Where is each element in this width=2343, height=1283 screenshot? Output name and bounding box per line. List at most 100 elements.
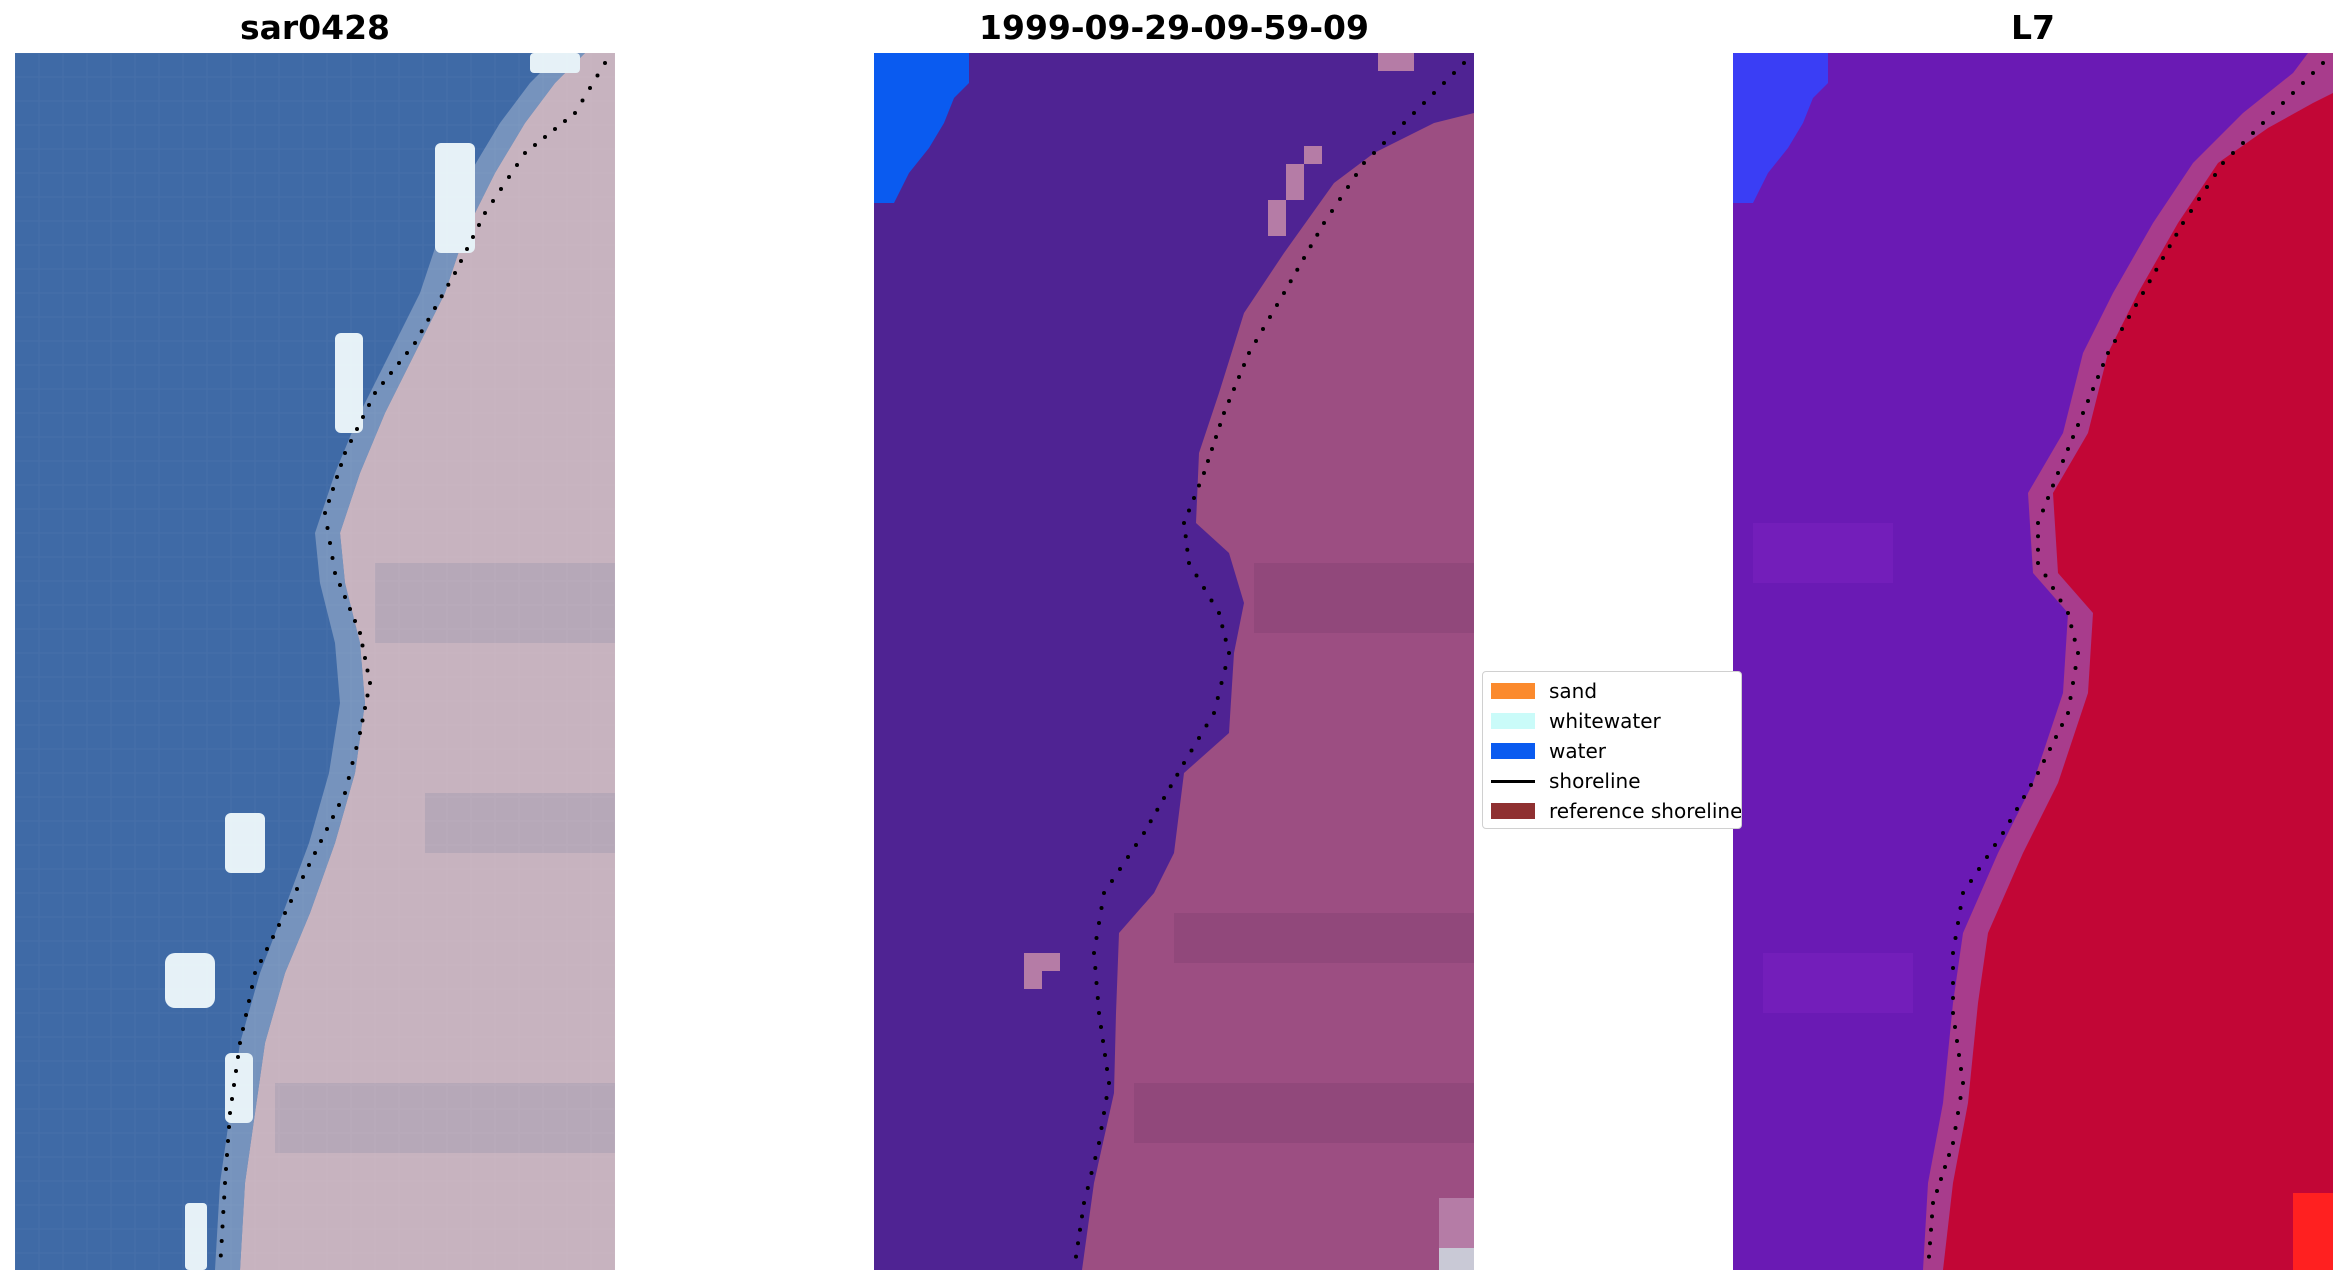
shoreline-dot xyxy=(1183,534,1188,539)
shoreline-dot xyxy=(1322,221,1326,225)
shoreline-dot xyxy=(381,381,385,385)
shoreline-dot xyxy=(1302,256,1306,260)
shoreline-dot xyxy=(1288,279,1293,284)
shoreline-dot xyxy=(1085,1186,1090,1190)
shoreline-dot xyxy=(2015,807,2019,811)
shoreline-dot xyxy=(218,1253,223,1258)
shoreline-dot xyxy=(2073,666,2078,670)
shoreline-dot xyxy=(348,607,352,611)
shoreline-dot xyxy=(1118,867,1122,871)
shoreline-dot xyxy=(2072,637,2077,642)
shoreline-dot xyxy=(1227,651,1231,655)
panel-title-classified: 1999-09-29-09-59-09 xyxy=(979,8,1369,47)
shoreline-dot xyxy=(1958,1096,1963,1100)
shoreline-dot xyxy=(1956,1111,1960,1115)
shoreline-dot xyxy=(2113,339,2117,343)
shoreline-dot xyxy=(2106,351,2110,355)
shoreline-dot xyxy=(358,731,362,735)
shoreline-dot xyxy=(1202,586,1206,590)
shoreline-dot xyxy=(244,1013,248,1017)
shoreline-dot xyxy=(1977,867,1981,871)
shoreline-dot xyxy=(405,351,409,355)
shoreline-dot xyxy=(2101,363,2105,367)
shoreline-dot xyxy=(1134,843,1138,847)
shoreline-dot xyxy=(1382,141,1386,145)
shoreline-dot xyxy=(1951,981,1955,985)
shoreline-dot xyxy=(283,911,287,915)
shoreline-dot xyxy=(1215,696,1220,700)
shoreline-dot xyxy=(337,803,341,807)
shoreline-dot xyxy=(1930,1214,1934,1219)
shoreline-dot xyxy=(1102,1111,1106,1115)
shoreline-dot xyxy=(1218,423,1222,427)
shoreline-dot xyxy=(2271,111,2275,115)
shoreline-dot xyxy=(367,403,371,407)
shoreline-dot xyxy=(1214,435,1218,439)
shoreline-dot xyxy=(1194,573,1199,578)
legend-swatch-sand xyxy=(1491,683,1535,699)
shoreline-dot xyxy=(1212,711,1216,715)
shoreline-dot xyxy=(1951,1141,1955,1145)
shoreline-dot xyxy=(563,119,567,123)
shoreline-dot xyxy=(2221,161,2225,165)
shoreline-dot xyxy=(523,151,527,155)
shoreline-dot xyxy=(1210,447,1214,451)
shoreline-dot xyxy=(2036,561,2040,565)
shoreline-dot xyxy=(2071,435,2075,439)
shoreline-dot xyxy=(1102,891,1106,895)
shoreline-dot xyxy=(363,656,367,660)
shoreline-dot xyxy=(2189,209,2193,213)
classified-sand-patches xyxy=(1024,53,1474,1270)
shoreline-dot xyxy=(355,427,359,431)
shoreline-dot xyxy=(2060,723,2064,727)
shoreline-dot xyxy=(331,815,335,819)
shoreline-dot xyxy=(471,235,475,239)
shoreline-dot xyxy=(1185,547,1190,552)
shoreline-dot xyxy=(1206,459,1210,463)
shoreline-dot xyxy=(433,306,437,310)
shoreline-dot xyxy=(230,1097,234,1101)
shoreline-dot xyxy=(349,439,353,443)
shoreline-dot xyxy=(1197,736,1201,740)
shoreline-dot xyxy=(2054,735,2058,739)
shoreline-dot xyxy=(465,247,469,251)
legend-swatch-whitewater xyxy=(1491,713,1535,729)
shoreline-dot xyxy=(1093,1156,1098,1160)
shoreline-dot xyxy=(1254,339,1258,343)
shoreline-dot xyxy=(1402,121,1406,125)
shoreline-dot xyxy=(2042,759,2046,763)
shoreline-dot xyxy=(1202,471,1206,475)
shoreline-dot xyxy=(2086,399,2090,403)
shoreline-dot xyxy=(1219,681,1224,685)
classified-image xyxy=(874,53,1474,1270)
shoreline-dots-classified xyxy=(1074,61,1466,1259)
shoreline-dot xyxy=(1223,637,1228,642)
shoreline-dot xyxy=(220,1224,225,1229)
shoreline-dot xyxy=(1412,111,1416,115)
shoreline-dot xyxy=(325,526,330,530)
shoreline-dot xyxy=(507,175,511,179)
shoreline-dot xyxy=(1956,921,1960,925)
shoreline-dot xyxy=(2311,71,2315,75)
shoreline-dot xyxy=(543,135,547,139)
shoreline-dot xyxy=(1099,906,1104,910)
shoreline-dot xyxy=(1308,244,1313,249)
shoreline-dot xyxy=(2161,256,2165,260)
shoreline-dot xyxy=(1099,1025,1103,1029)
shoreline-dot xyxy=(224,1167,228,1171)
legend-line-shoreline xyxy=(1491,780,1535,783)
shoreline-dot xyxy=(343,791,347,795)
shoreline-dot xyxy=(354,746,359,750)
shoreline-dot xyxy=(1078,1227,1082,1232)
shoreline-dot xyxy=(397,361,401,365)
shoreline-dot xyxy=(439,294,444,299)
l7-high-region xyxy=(1943,93,2333,1270)
shoreline-dot xyxy=(1953,1025,1957,1029)
shoreline-dot xyxy=(236,1055,240,1059)
panel-title-rgb: sar0428 xyxy=(239,8,391,47)
shoreline-dot xyxy=(241,1027,245,1031)
shoreline-dot xyxy=(1142,831,1146,835)
shoreline-dot xyxy=(226,1139,230,1143)
shoreline-dot xyxy=(368,681,372,685)
legend-swatch-reference-shoreline xyxy=(1491,803,1535,819)
